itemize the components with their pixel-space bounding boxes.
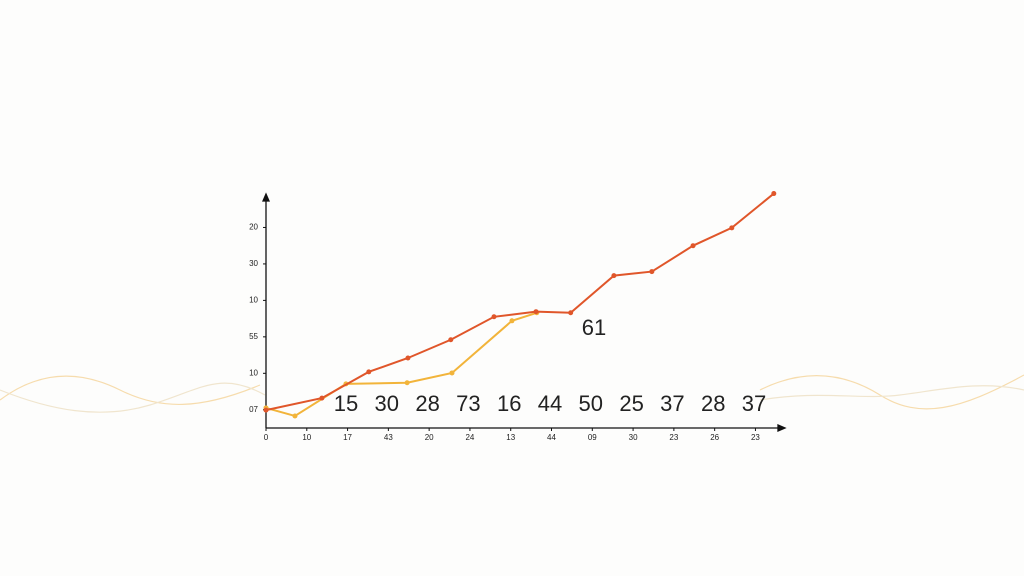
point (366, 369, 372, 375)
decor-waves (0, 374, 1024, 413)
x-tick-label: 43 (384, 433, 393, 442)
annotation: 73 (456, 391, 480, 416)
annotation: 15 (334, 391, 358, 416)
annotation: 25 (619, 391, 643, 416)
point (729, 225, 735, 231)
x-tick-label: 13 (506, 433, 515, 442)
x-tick-label: 26 (710, 433, 719, 442)
wave (0, 382, 266, 413)
y-arrow (262, 192, 270, 202)
y-tick-label: 07 (249, 405, 258, 414)
x-tick-label: 24 (465, 433, 474, 442)
annotation: 44 (538, 391, 562, 416)
y-tick-label: 10 (249, 295, 258, 304)
callout: 61 (582, 315, 606, 340)
y-tick-label: 10 (249, 368, 258, 377)
point (568, 310, 574, 316)
annotation: 28 (415, 391, 439, 416)
point (771, 191, 777, 197)
y-tick-label: 20 (249, 223, 258, 232)
x-tick-label: 0 (264, 433, 269, 442)
x-tick-label: 30 (629, 433, 638, 442)
x-tick-label: 09 (588, 433, 597, 442)
x-tick-label: 17 (343, 433, 352, 442)
y-tick-label: 30 (249, 259, 258, 268)
annotation: 37 (742, 391, 766, 416)
y-tick-label: 55 (249, 332, 258, 341)
x-tick-label: 20 (425, 433, 434, 442)
point (292, 413, 298, 419)
series-line (265, 192, 775, 412)
point (649, 269, 655, 275)
annotation: 37 (660, 391, 684, 416)
point (690, 243, 696, 249)
x-tick-label: 10 (302, 433, 311, 442)
point (319, 395, 325, 401)
annotation: 28 (701, 391, 725, 416)
annotation: 50 (579, 391, 603, 416)
point (611, 273, 617, 279)
point (448, 337, 454, 343)
annotation: 30 (375, 391, 399, 416)
wave (0, 375, 261, 406)
axes (262, 192, 787, 432)
point (509, 318, 515, 324)
point (491, 314, 497, 320)
x-tick-label: 23 (669, 433, 678, 442)
x-tick-label: 44 (547, 433, 556, 442)
annotation: 16 (497, 391, 521, 416)
point (449, 370, 455, 376)
point (533, 309, 539, 315)
wave (759, 385, 1024, 401)
point (405, 355, 411, 361)
x-arrow (777, 424, 787, 432)
point (263, 407, 269, 413)
x-tick-label: 23 (751, 433, 760, 442)
point (404, 380, 410, 386)
wave (759, 374, 1024, 410)
